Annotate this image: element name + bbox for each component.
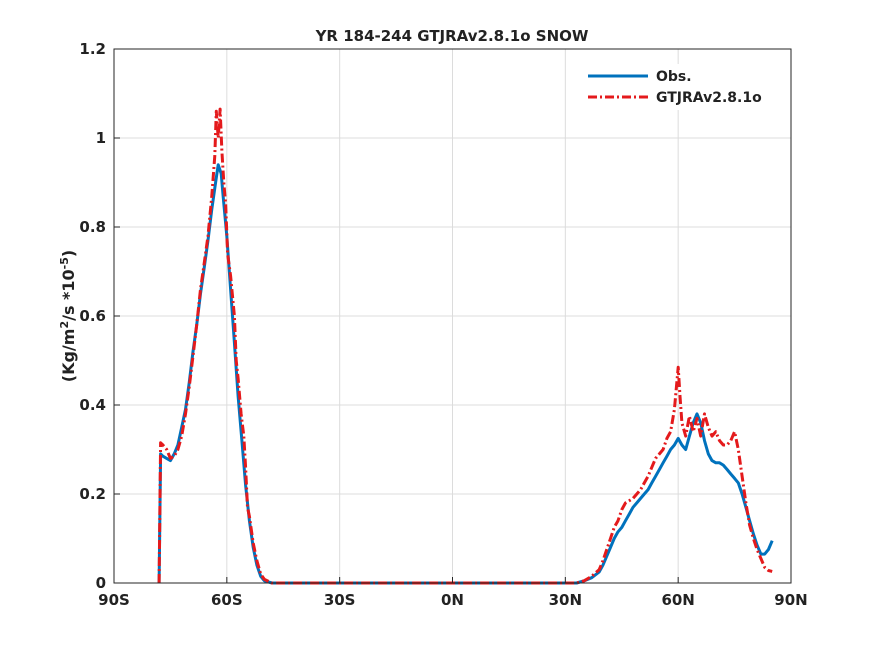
legend-label-model: GTJRAv2.8.1o bbox=[656, 90, 762, 106]
x-tick-label: 60N bbox=[661, 591, 694, 609]
legend-label-obs: Obs. bbox=[656, 69, 692, 85]
y-tick-label: 0.8 bbox=[79, 218, 106, 236]
y-axis-label-sup1: 2 bbox=[58, 321, 71, 329]
series-lines bbox=[157, 107, 774, 585]
series-line-model bbox=[157, 107, 773, 585]
y-tick-label: 0.2 bbox=[79, 485, 106, 503]
chart-title: YR 184-244 GTJRAv2.8.1o SNOW bbox=[315, 27, 589, 45]
y-axis-label-base: (Kg/m bbox=[59, 329, 78, 383]
y-tick-label: 0.4 bbox=[79, 396, 106, 414]
y-axis-label-sup2: -5 bbox=[58, 257, 71, 269]
legend: Obs. GTJRAv2.8.1o bbox=[580, 64, 776, 110]
y-axis-label-end: ) bbox=[59, 250, 78, 257]
x-tick-label: 30N bbox=[549, 591, 582, 609]
y-tick-label: 1.2 bbox=[79, 40, 106, 58]
x-tick-label: 90S bbox=[98, 591, 130, 609]
x-tick-label: 60S bbox=[211, 591, 243, 609]
x-tick-label: 90N bbox=[774, 591, 807, 609]
y-tick-label: 0.6 bbox=[79, 307, 106, 325]
legend-box bbox=[580, 64, 776, 110]
y-tick-label: 1 bbox=[96, 129, 106, 147]
x-tick-label: 30S bbox=[324, 591, 356, 609]
y-tick-label: 0 bbox=[96, 574, 106, 592]
y-axis-label: (Kg/m2/s *10-5) bbox=[58, 250, 78, 382]
ticks: 90S 60S 30S 0N 30N 60N 90N 0 0.2 0.4 0.6 0.8 1 1.2 bbox=[79, 40, 807, 609]
x-tick-label: 0N bbox=[441, 591, 464, 609]
y-axis-label-mid: /s *10 bbox=[59, 269, 78, 321]
